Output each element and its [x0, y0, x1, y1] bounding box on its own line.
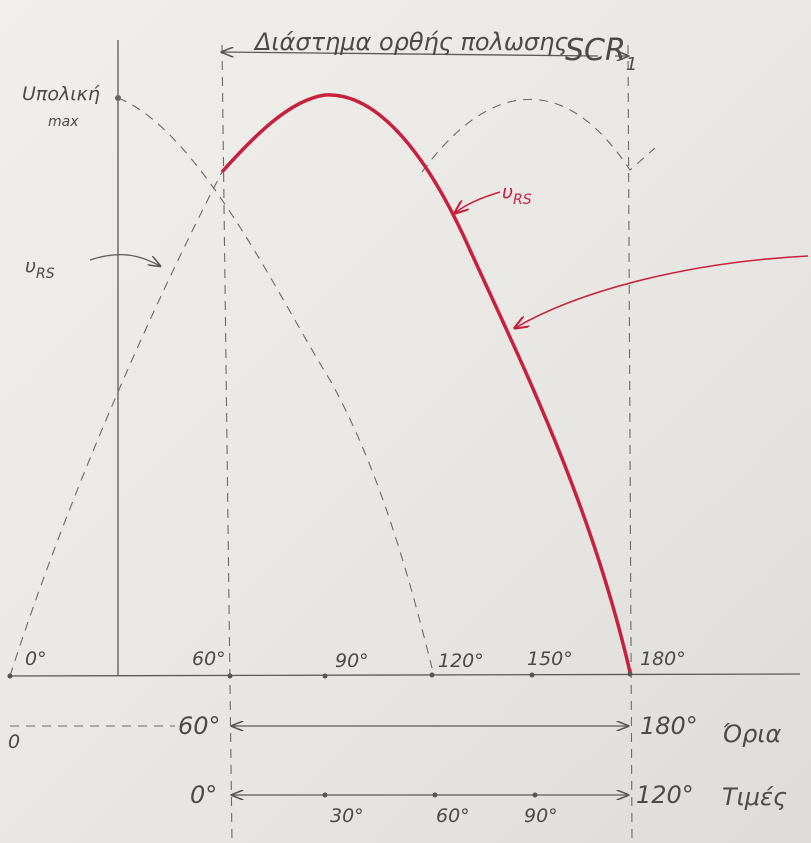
v-rs-output	[222, 95, 630, 672]
v-rs-left-arrow	[90, 255, 160, 266]
phase-voltage-curve	[118, 98, 432, 668]
tick-label: 90°	[335, 650, 369, 672]
tick-label: 150°	[527, 648, 573, 670]
phase-voltage-label: Uπολική	[22, 83, 100, 105]
v-rs-right: υRS	[502, 181, 532, 208]
interval-title: Διάστημα ορθής πολωσης	[253, 28, 568, 56]
v-rs-symbol: υ	[502, 181, 513, 203]
marker-180	[628, 45, 632, 843]
limits-from: 60°	[178, 712, 221, 740]
limits-name: Όρια	[722, 720, 782, 748]
limits-start: 0	[8, 731, 20, 753]
device-sub: 1	[626, 54, 637, 75]
tick-label: 120°	[438, 650, 484, 672]
v-rs-sub: RS	[36, 266, 55, 282]
next-curve	[422, 99, 655, 172]
tick-label: 60°	[192, 648, 226, 670]
pointer-arrow	[515, 256, 808, 328]
device: SCR1	[565, 33, 637, 75]
page: {"title": {"text": "Διάστημα ορθής πολωσ…	[0, 0, 811, 843]
tick-label: 180°	[640, 648, 686, 670]
values-tick: 90°	[524, 805, 558, 827]
v-rs-symbol: υ	[25, 255, 36, 277]
v-rs-sub: RS	[513, 192, 532, 208]
v-rs-left: υRS	[25, 255, 55, 282]
phase-voltage-max: max	[48, 114, 79, 130]
limits-to: 180°	[640, 712, 698, 740]
device-name: SCR	[565, 33, 626, 68]
values-tick: 0°	[190, 781, 217, 809]
diagram: Διάστημα ορθής πολωσης SCR1 υRS υRS Uπολ…	[0, 0, 811, 843]
tick-label: 0°	[25, 648, 47, 670]
max-point	[115, 95, 121, 101]
values-tick: 60°	[436, 805, 470, 827]
values-name: Τιμές	[722, 783, 787, 811]
angle-axis	[8, 674, 800, 676]
v-rs-arrow	[455, 192, 500, 213]
v-rs-rise	[10, 172, 222, 676]
values-tick: 30°	[330, 805, 364, 827]
values-tick: 120°	[636, 781, 694, 809]
